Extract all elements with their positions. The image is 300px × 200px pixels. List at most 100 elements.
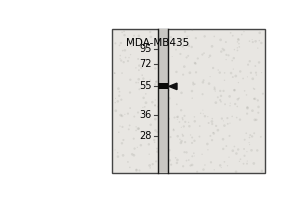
Point bbox=[180, 118, 185, 121]
Point bbox=[257, 31, 262, 34]
Point bbox=[250, 38, 255, 41]
Point bbox=[134, 125, 139, 128]
Point bbox=[174, 70, 179, 74]
Point bbox=[178, 138, 182, 141]
Point bbox=[239, 33, 244, 36]
Point bbox=[137, 88, 142, 91]
Point bbox=[129, 45, 134, 48]
Point bbox=[226, 156, 231, 159]
Point bbox=[182, 114, 187, 117]
Point bbox=[248, 133, 253, 137]
Point bbox=[137, 64, 142, 67]
Point bbox=[222, 124, 227, 127]
Point bbox=[153, 85, 158, 88]
Point bbox=[246, 63, 250, 66]
Point bbox=[186, 158, 191, 162]
Point bbox=[219, 94, 224, 97]
Text: 72: 72 bbox=[139, 59, 152, 69]
Point bbox=[200, 81, 205, 84]
Point bbox=[122, 113, 127, 116]
Point bbox=[254, 73, 259, 77]
Point bbox=[201, 79, 206, 82]
Point bbox=[180, 38, 185, 41]
Point bbox=[148, 79, 153, 82]
Point bbox=[146, 143, 151, 146]
Point bbox=[208, 75, 212, 78]
Point bbox=[230, 115, 235, 118]
Point bbox=[155, 150, 160, 153]
Point bbox=[144, 130, 148, 133]
Point bbox=[224, 58, 229, 61]
Point bbox=[215, 129, 220, 132]
Point bbox=[182, 47, 187, 51]
Point bbox=[193, 62, 198, 65]
Point bbox=[221, 138, 226, 141]
Point bbox=[247, 143, 252, 146]
Point bbox=[242, 154, 247, 157]
Point bbox=[202, 52, 206, 55]
Point bbox=[230, 34, 235, 37]
Bar bbox=[112, 29, 266, 173]
Point bbox=[257, 39, 262, 42]
Point bbox=[241, 77, 245, 80]
Point bbox=[238, 118, 242, 121]
Point bbox=[140, 74, 145, 77]
Point bbox=[182, 65, 187, 68]
Point bbox=[192, 139, 197, 142]
Point bbox=[153, 98, 158, 102]
Point bbox=[235, 105, 240, 108]
Point bbox=[220, 47, 225, 50]
Point bbox=[242, 89, 247, 92]
Point bbox=[224, 53, 229, 56]
Point bbox=[190, 97, 195, 100]
Point bbox=[126, 112, 130, 115]
Point bbox=[113, 101, 118, 104]
Point bbox=[200, 53, 205, 56]
Point bbox=[134, 168, 139, 171]
Point bbox=[182, 151, 187, 154]
Point bbox=[122, 49, 127, 52]
Point bbox=[190, 163, 194, 167]
Point bbox=[153, 118, 158, 121]
Point bbox=[113, 97, 118, 100]
Point bbox=[226, 54, 231, 57]
Point bbox=[255, 47, 260, 50]
Point bbox=[208, 54, 212, 57]
Point bbox=[209, 120, 214, 123]
Point bbox=[120, 31, 124, 34]
Point bbox=[232, 88, 237, 92]
Point bbox=[152, 138, 157, 142]
Point bbox=[187, 34, 191, 38]
Point bbox=[166, 117, 171, 120]
Point bbox=[163, 57, 168, 61]
Point bbox=[253, 64, 258, 68]
Point bbox=[184, 151, 189, 154]
Point bbox=[210, 139, 214, 142]
Point bbox=[213, 90, 218, 93]
Point bbox=[237, 160, 242, 163]
Point bbox=[131, 137, 136, 140]
Point bbox=[250, 135, 254, 138]
Point bbox=[221, 89, 226, 93]
Point bbox=[192, 115, 197, 118]
Point bbox=[244, 150, 249, 153]
Point bbox=[164, 90, 169, 94]
Point bbox=[132, 115, 137, 118]
Point bbox=[236, 38, 241, 41]
Point bbox=[175, 161, 179, 165]
Point bbox=[142, 47, 147, 50]
Point bbox=[141, 96, 146, 99]
Point bbox=[170, 55, 175, 58]
Point bbox=[120, 142, 124, 145]
Point bbox=[115, 151, 120, 154]
Point bbox=[230, 149, 235, 152]
Point bbox=[140, 106, 145, 109]
Point bbox=[148, 30, 153, 34]
Point bbox=[134, 66, 138, 69]
Point bbox=[227, 95, 232, 98]
Point bbox=[136, 81, 141, 84]
Point bbox=[166, 159, 170, 162]
Point bbox=[118, 57, 122, 60]
Point bbox=[231, 67, 236, 71]
Point bbox=[144, 101, 148, 104]
